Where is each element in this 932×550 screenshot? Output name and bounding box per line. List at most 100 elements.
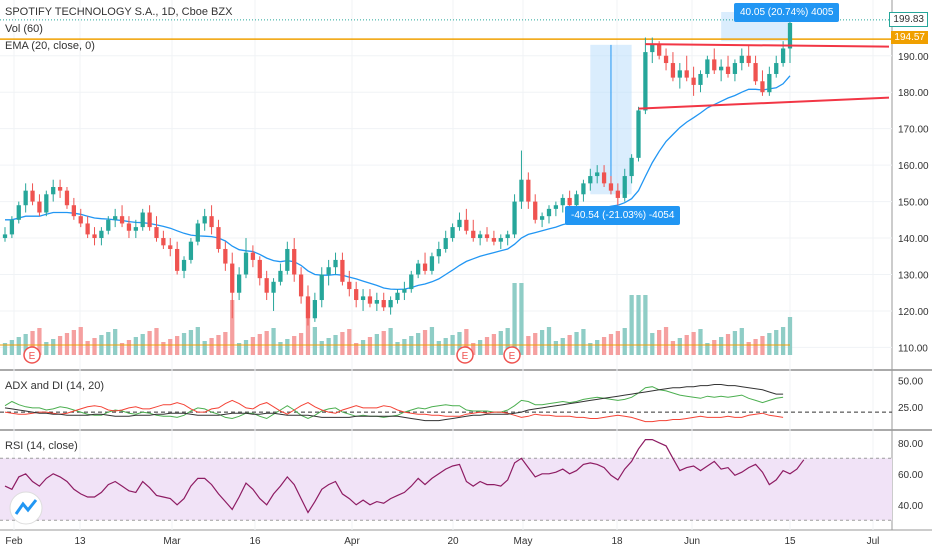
candle-body: [243, 252, 249, 275]
candle-body: [574, 194, 579, 206]
volume-bar: [51, 339, 56, 355]
earnings-marker: [23, 346, 41, 364]
price-tick-label: 170.00: [898, 125, 929, 136]
volume-bar: [581, 329, 586, 355]
volume-bar: [636, 295, 641, 355]
candle-body: [2, 234, 8, 239]
x-tick-label: 15: [784, 536, 796, 547]
candle-body: [464, 219, 469, 231]
candle-body: [388, 300, 393, 308]
volume-bar: [64, 333, 70, 355]
candle-body: [429, 256, 435, 271]
rsi-legend: RSI (14, close): [5, 440, 78, 452]
price-tick-label: 130.00: [898, 271, 929, 282]
volume-bar: [326, 338, 331, 355]
volume-bar: [553, 341, 559, 355]
candle-body: [436, 248, 441, 257]
candle-body: [719, 66, 724, 71]
candle-body: [546, 208, 552, 217]
volume-bar: [705, 343, 710, 355]
candle-body: [285, 248, 290, 271]
volume-bar: [388, 328, 393, 355]
volume-bar: [78, 327, 83, 355]
candle-body: [161, 238, 166, 246]
candle-body: [595, 172, 600, 177]
candle-body: [725, 66, 731, 74]
candle-body: [512, 201, 517, 235]
price-tick-label: 140.00: [898, 234, 929, 245]
measure-up-callout: 40.05 (20.74%) 4005: [734, 3, 840, 22]
candle-body: [608, 183, 614, 191]
candle-body: [319, 274, 324, 301]
volume-bar: [2, 343, 8, 355]
volume-bar: [305, 300, 311, 355]
candle-body: [195, 223, 200, 242]
volume-bar: [271, 328, 276, 355]
candle-body: [264, 278, 269, 293]
candle-body: [663, 55, 669, 64]
candle-body: [712, 59, 717, 71]
price-tick-label: 120.00: [898, 307, 929, 318]
candle-body: [85, 223, 90, 235]
candle-body: [484, 234, 490, 239]
volume-bar: [202, 341, 207, 355]
candle-body: [422, 263, 428, 271]
volume-bar: [601, 337, 607, 355]
volume-bar: [615, 331, 620, 355]
candle-body: [271, 281, 276, 293]
volume-bar: [37, 328, 42, 355]
candle-body: [615, 190, 620, 198]
candle-body: [354, 289, 359, 301]
volume-bar: [539, 330, 545, 355]
volume-bar: [650, 333, 655, 355]
volume-bar: [340, 332, 345, 355]
tradingview-logo-mark: [14, 499, 38, 515]
candle-body: [471, 230, 476, 239]
candle-body: [106, 219, 111, 231]
candle-body: [236, 274, 242, 293]
candle-body: [181, 259, 187, 271]
volume-bar: [360, 340, 366, 355]
adx-tick-label: 50.00: [898, 376, 923, 387]
volume-bar: [422, 330, 428, 355]
candle-body: [498, 238, 503, 242]
candle-body: [16, 205, 21, 220]
volume-bar: [195, 327, 200, 355]
candle-body: [787, 22, 793, 49]
candle-body: [732, 63, 738, 74]
candle-body: [477, 234, 483, 239]
volume-bar: [168, 339, 173, 355]
volume-bar: [505, 328, 510, 355]
candle-body: [553, 205, 559, 209]
candle-body: [333, 259, 338, 268]
volume-bar: [622, 328, 627, 355]
volume-bar: [154, 328, 159, 355]
candle-body: [450, 227, 455, 239]
volume-bar: [746, 342, 751, 355]
volume-bar: [312, 327, 318, 355]
candle-body: [278, 270, 283, 282]
candle-body: [705, 59, 710, 74]
volume-bar: [113, 329, 118, 355]
volume-bar: [236, 343, 242, 355]
x-tick-label: 13: [74, 536, 86, 547]
adx-legend: ADX and DI (14, 20): [5, 380, 105, 392]
volume-bar: [119, 343, 125, 355]
candle-body: [581, 183, 586, 195]
volume-bar: [629, 295, 634, 355]
candle-body: [381, 300, 386, 308]
volume-bar: [347, 329, 352, 355]
candle-body: [657, 44, 662, 56]
volume-bar: [732, 331, 738, 355]
candle-body: [367, 296, 373, 304]
earnings-marker-label: E: [509, 351, 516, 362]
volume-bar: [250, 337, 256, 355]
volume-bar: [133, 337, 138, 355]
volume-bar: [285, 339, 290, 355]
volume-bar: [677, 338, 682, 355]
volume-bar: [243, 340, 249, 355]
candle-body: [567, 197, 572, 206]
candle-body: [767, 73, 772, 93]
